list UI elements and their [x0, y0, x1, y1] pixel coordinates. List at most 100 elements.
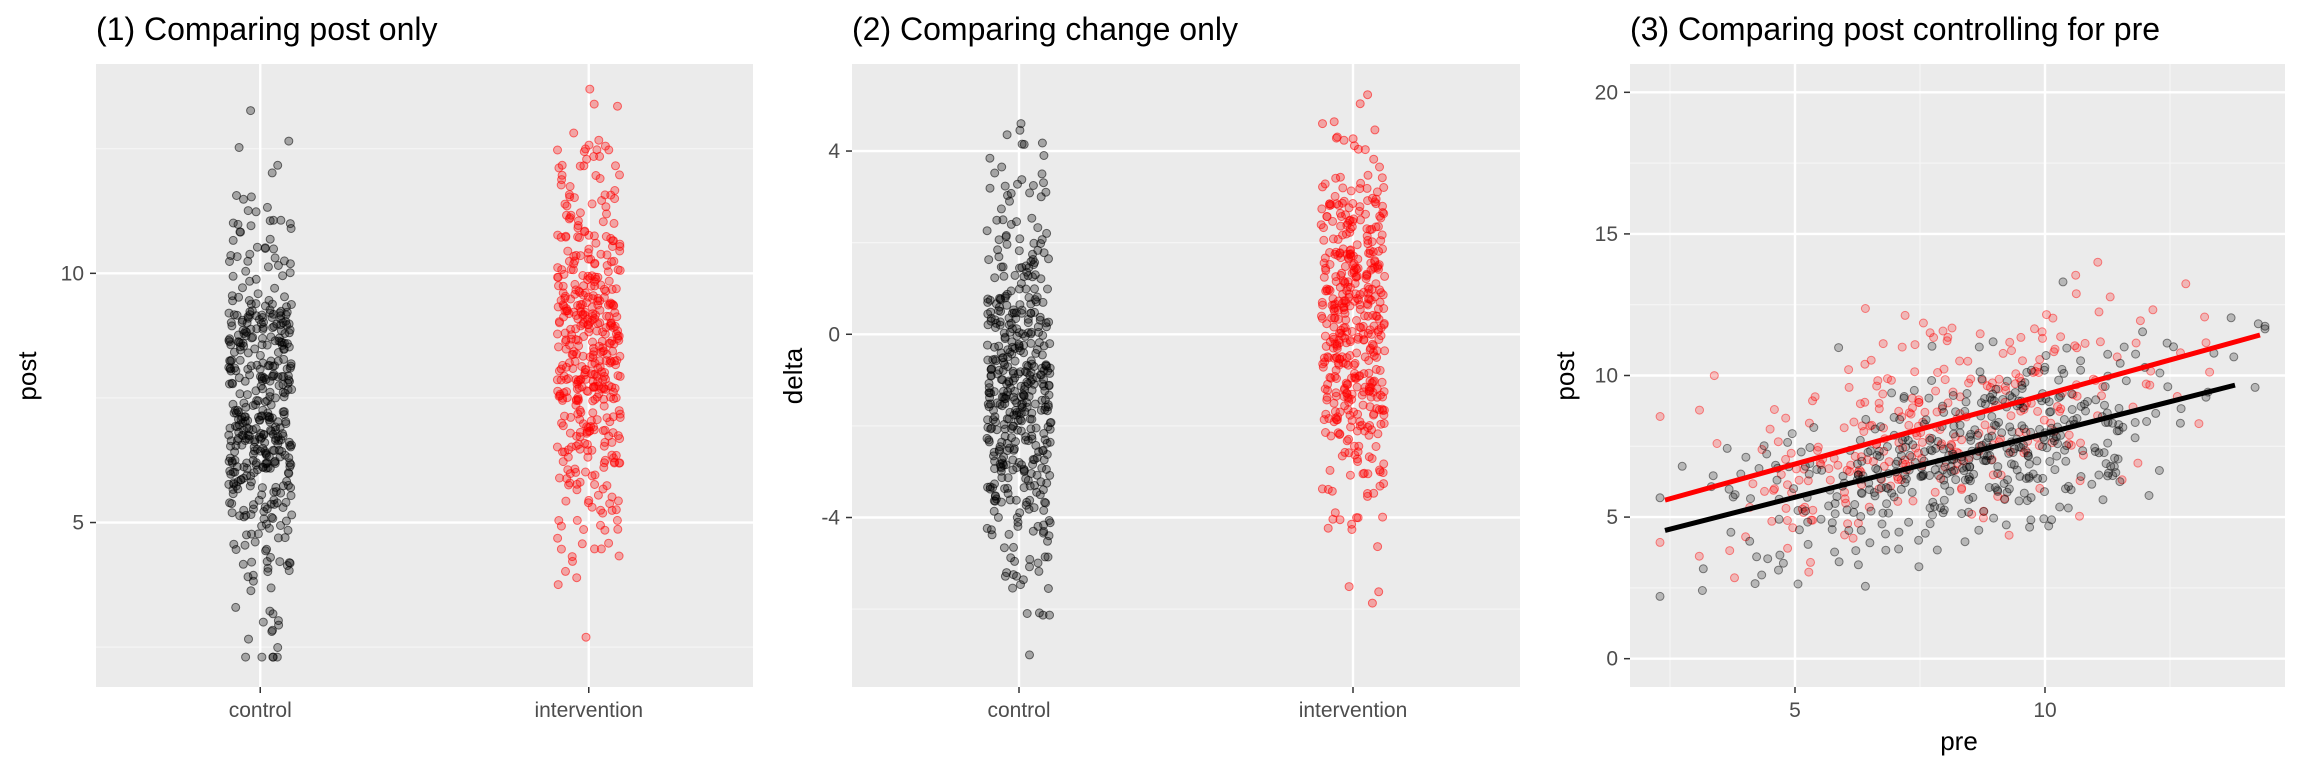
data-point-control — [273, 160, 283, 170]
data-point-control — [225, 356, 235, 366]
data-point-intervention — [583, 446, 593, 456]
data-point-control — [2039, 514, 2049, 524]
data-point-control — [1024, 392, 1034, 401]
data-point-intervention — [597, 196, 607, 205]
data-point-intervention — [599, 401, 609, 411]
data-point-control — [1012, 408, 1022, 417]
data-point-intervention — [1346, 422, 1356, 432]
data-point-intervention — [1322, 392, 1332, 402]
data-point-control — [280, 292, 289, 302]
data-point-intervention — [598, 426, 608, 436]
data-point-intervention — [2064, 430, 2074, 440]
data-point-intervention — [599, 284, 609, 294]
data-point-control — [236, 475, 246, 485]
data-point-control — [1830, 509, 1840, 519]
data-point-intervention — [581, 467, 590, 477]
data-point-intervention — [1907, 452, 1917, 462]
data-point-control — [2062, 441, 2072, 451]
data-point-intervention — [609, 218, 619, 228]
data-point-control — [996, 262, 1006, 272]
data-point-control — [2049, 436, 2059, 446]
panel-2-plot-background — [852, 64, 1520, 687]
data-point-control — [1891, 459, 1901, 469]
data-point-control — [2100, 382, 2110, 391]
data-point-control — [2142, 417, 2152, 426]
data-point-control — [257, 483, 267, 493]
data-point-control — [228, 235, 238, 245]
data-point-control — [1722, 443, 1732, 453]
data-point-intervention — [581, 144, 590, 154]
data-point-control — [246, 361, 256, 371]
data-point-intervention — [1374, 335, 1384, 344]
data-point-intervention — [601, 232, 611, 241]
data-point-control — [2110, 453, 2120, 463]
data-point-control — [1834, 557, 1844, 567]
data-point-intervention — [1855, 399, 1865, 409]
data-point-control — [246, 192, 256, 202]
data-point-intervention — [1353, 254, 1363, 264]
data-point-intervention — [1353, 332, 1363, 342]
data-point-control — [1869, 488, 1879, 497]
panel-3-gridlines — [1630, 64, 2285, 687]
data-point-control — [2000, 495, 2010, 504]
data-point-intervention — [1974, 428, 1984, 438]
data-point-control — [1017, 263, 1027, 272]
data-point-intervention — [1360, 145, 1370, 155]
data-point-control — [2103, 349, 2113, 359]
data-point-intervention — [1323, 523, 1333, 533]
data-point-intervention — [566, 412, 576, 422]
data-point-intervention — [578, 311, 588, 321]
data-point-intervention — [1996, 470, 2006, 480]
data-point-control — [1988, 389, 1998, 399]
data-point-control — [1925, 471, 1935, 480]
data-point-intervention — [2053, 402, 2062, 411]
panel-1: (1) Comparing post only 5 10 control interv… — [12, 11, 753, 722]
data-point-control — [1778, 558, 1788, 568]
data-point-control — [1009, 444, 1019, 454]
data-point-intervention — [1894, 438, 1904, 448]
data-point-control — [238, 283, 247, 293]
data-point-intervention — [1856, 452, 1866, 462]
data-point-intervention — [1362, 231, 1372, 241]
data-point-intervention — [1347, 389, 1357, 399]
data-point-control — [1955, 428, 1965, 438]
data-point-intervention — [1323, 484, 1333, 494]
data-point-intervention — [1868, 457, 1878, 466]
data-point-control — [1724, 484, 1734, 494]
data-point-intervention — [1375, 211, 1385, 221]
data-point-intervention — [557, 265, 567, 275]
data-point-control — [1044, 254, 1053, 264]
data-point-control — [257, 490, 267, 500]
data-point-control — [2154, 466, 2164, 475]
data-point-intervention — [1330, 371, 1340, 381]
data-point-control — [2016, 443, 2026, 452]
data-point-control — [275, 557, 285, 567]
data-point-control — [269, 371, 278, 381]
data-point-control — [1947, 467, 1956, 477]
data-point-control — [241, 266, 251, 276]
data-point-intervention — [564, 256, 574, 266]
data-point-intervention — [1376, 419, 1386, 429]
data-point-intervention — [569, 259, 579, 269]
data-point-control — [1965, 462, 1975, 472]
data-point-intervention — [2035, 355, 2045, 364]
data-point-intervention — [1375, 365, 1385, 375]
data-point-intervention — [1350, 358, 1360, 368]
data-point-control — [1979, 455, 1989, 465]
data-point-intervention — [2141, 379, 2151, 389]
x-tick-label-intervention: intervention — [534, 699, 643, 722]
data-point-control — [1985, 392, 1995, 402]
data-point-control — [280, 388, 290, 398]
data-point-control — [1007, 424, 1016, 434]
data-point-intervention — [2194, 419, 2204, 429]
data-point-control — [282, 561, 292, 570]
data-point-control — [2026, 515, 2036, 525]
data-point-control — [234, 143, 244, 152]
data-point-intervention — [599, 441, 609, 451]
data-point-intervention — [1769, 405, 1779, 414]
data-point-intervention — [1337, 198, 1347, 208]
data-point-intervention — [1709, 371, 1719, 381]
data-point-intervention — [1950, 432, 1960, 442]
data-point-control — [1925, 445, 1935, 455]
data-point-control — [278, 503, 288, 512]
